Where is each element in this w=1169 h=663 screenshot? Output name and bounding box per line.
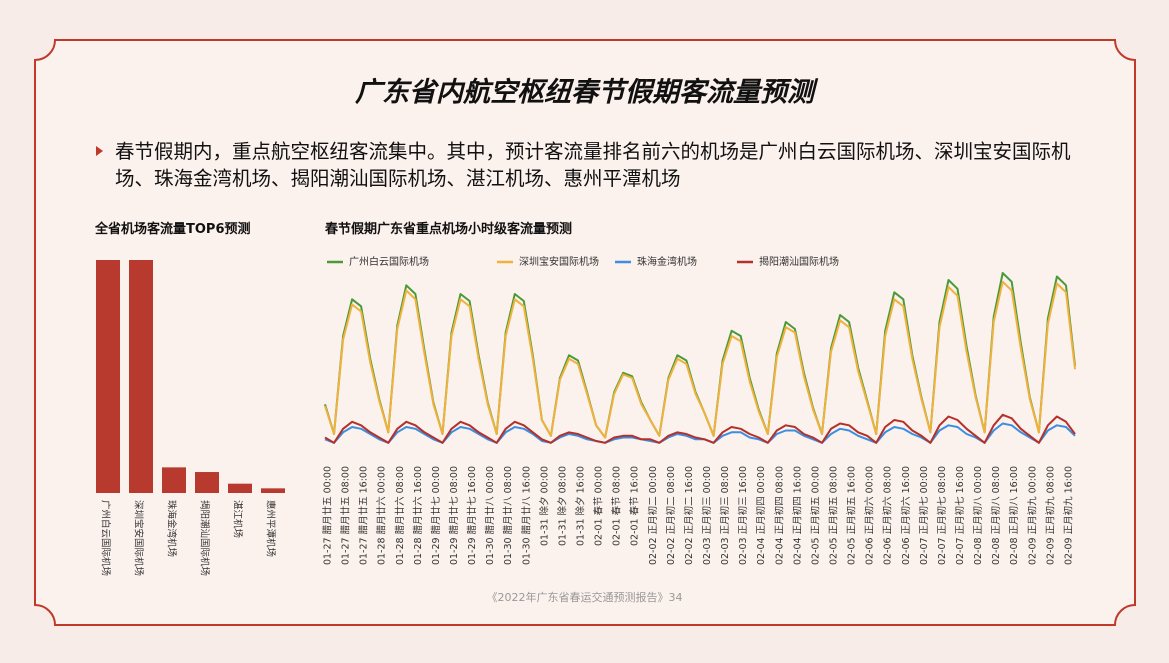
x-tick-label: 02-09 正月初九 00:00 [1026, 466, 1038, 565]
x-tick-label: 02-06 正月初六 00:00 [864, 466, 876, 565]
bar [195, 472, 219, 493]
x-tick-label: 01-28 腊月廿六 00:00 [376, 466, 388, 565]
x-tick-label: 02-08 正月初八 00:00 [972, 466, 984, 565]
x-tick-label: 01-27 腊月廿五 08:00 [340, 466, 352, 565]
x-tick-label: 02-07 正月初七 00:00 [918, 466, 930, 565]
x-tick-label: 01-28 腊月廿六 16:00 [412, 466, 424, 565]
x-tick-label: 广州白云国际机场 [100, 500, 112, 576]
x-tick-label: 02-01 春节 00:00 [593, 466, 605, 546]
x-tick-label: 02-04 正月初四 00:00 [755, 466, 767, 565]
page-title: 广东省内航空枢纽春节假期客流量预测 [355, 77, 814, 108]
x-tick-label: 02-08 正月初八 16:00 [1008, 466, 1020, 565]
x-tick-label: 02-02 正月初二 08:00 [665, 466, 677, 565]
bar [261, 488, 285, 493]
x-tick-label: 02-03 正月初三 08:00 [719, 466, 731, 565]
x-tick-label: 02-09 正月初九 16:00 [1062, 466, 1074, 565]
line-chart-title: 春节假期广东省重点机场小时级客流量预测 [324, 221, 572, 237]
x-tick-label: 01-29 腊月廿七 08:00 [448, 466, 460, 565]
series-line [324, 280, 1076, 439]
x-tick-label: 01-29 腊月廿七 00:00 [430, 466, 442, 565]
x-tick-label: 02-03 正月初三 00:00 [701, 466, 713, 565]
x-tick-label: 02-01 春节 08:00 [611, 466, 623, 546]
bar [129, 260, 153, 493]
x-tick-label: 02-04 正月初四 08:00 [773, 466, 785, 565]
x-tick-label: 02-09 正月初九 08:00 [1044, 466, 1056, 565]
x-tick-label: 01-27 腊月廿五 16:00 [358, 466, 370, 565]
x-tick-label: 湛江机场 [232, 500, 244, 538]
x-tick-label: 01-29 腊月廿七 16:00 [466, 466, 478, 565]
x-tick-label: 01-30 腊月廿八 00:00 [484, 466, 496, 565]
x-tick-label: 01-30 腊月廿八 08:00 [502, 466, 514, 565]
x-tick-label: 02-05 正月初五 16:00 [846, 466, 858, 565]
x-tick-label: 01-31 除夕 16:00 [575, 466, 587, 546]
footer: 《2022年广东省春运交通预测报告》34 [486, 591, 683, 604]
bullet-marker [96, 146, 103, 156]
x-tick-label: 02-02 正月初二 00:00 [647, 466, 659, 565]
x-tick-label: 01-31 除夕 00:00 [538, 466, 550, 546]
x-tick-label: 02-06 正月初六 08:00 [882, 466, 894, 565]
bullet-text: 春节假期内，重点航空枢纽客流集中。其中，预计客流量排名前六的机场是广州白云国际机… [115, 140, 1071, 190]
x-tick-label: 02-02 正月初二 16:00 [683, 466, 695, 565]
x-tick-label: 揭阳潮汕国际机场 [199, 500, 211, 576]
x-tick-label: 02-03 正月初三 16:00 [737, 466, 749, 565]
x-tick-label: 02-01 春节 16:00 [629, 466, 641, 546]
x-tick-label: 02-05 正月初五 08:00 [828, 466, 840, 565]
x-tick-label: 02-07 正月初七 16:00 [954, 466, 966, 565]
legend-label: 珠海金湾机场 [637, 255, 697, 268]
x-tick-label: 深圳宝安国际机场 [133, 500, 145, 576]
bar [162, 467, 186, 493]
bar [96, 260, 120, 493]
x-tick-label: 02-07 正月初七 08:00 [936, 466, 948, 565]
x-tick-label: 01-27 腊月廿五 00:00 [322, 466, 334, 565]
x-tick-label: 01-31 除夕 08:00 [556, 466, 568, 546]
x-tick-label: 02-08 正月初八 08:00 [990, 466, 1002, 565]
legend-label: 深圳宝安国际机场 [519, 255, 599, 268]
x-tick-label: 02-05 正月初五 00:00 [809, 466, 821, 565]
x-tick-label: 01-28 腊月廿六 08:00 [394, 466, 406, 565]
series-line [324, 413, 1076, 444]
legend-label: 广州白云国际机场 [349, 255, 429, 268]
x-tick-label: 01-30 腊月廿八 16:00 [520, 466, 532, 565]
bar-chart-title: 全省机场客流量TOP6预测 [94, 221, 251, 237]
legend-label: 揭阳潮汕国际机场 [759, 255, 839, 268]
x-tick-label: 惠州平潭机场 [265, 500, 277, 557]
card [34, 39, 1136, 626]
x-tick-label: 珠海金湾机场 [166, 500, 178, 557]
x-tick-label: 02-06 正月初六 16:00 [900, 466, 912, 565]
x-tick-label: 02-04 正月初四 16:00 [791, 466, 803, 565]
bar [228, 483, 252, 493]
